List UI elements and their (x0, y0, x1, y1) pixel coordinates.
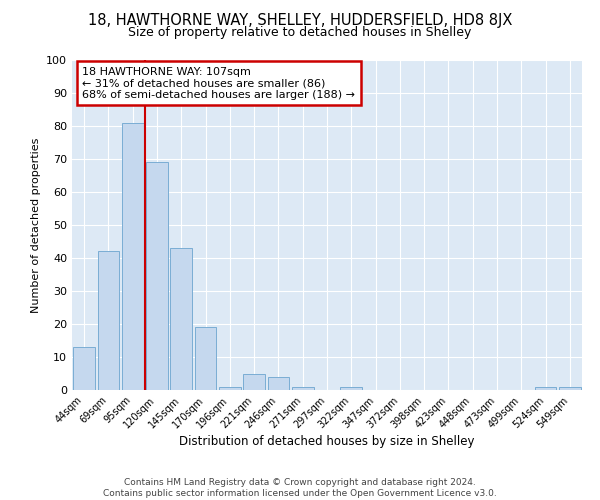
Text: Size of property relative to detached houses in Shelley: Size of property relative to detached ho… (128, 26, 472, 39)
Bar (340, 386, 362, 390)
Bar (219, 386, 241, 390)
Text: 18 HAWTHORNE WAY: 107sqm
← 31% of detached houses are smaller (86)
68% of semi-d: 18 HAWTHORNE WAY: 107sqm ← 31% of detach… (82, 66, 355, 100)
Bar (243, 374, 265, 390)
Bar (535, 386, 556, 390)
Bar (122, 122, 143, 390)
Bar (97, 252, 119, 390)
Text: 18, HAWTHORNE WAY, SHELLEY, HUDDERSFIELD, HD8 8JX: 18, HAWTHORNE WAY, SHELLEY, HUDDERSFIELD… (88, 12, 512, 28)
Bar (194, 328, 217, 390)
Bar (170, 248, 192, 390)
Bar (292, 386, 314, 390)
X-axis label: Distribution of detached houses by size in Shelley: Distribution of detached houses by size … (179, 436, 475, 448)
Bar (559, 386, 581, 390)
Bar (146, 162, 168, 390)
Bar (268, 377, 289, 390)
Bar (73, 347, 95, 390)
Y-axis label: Number of detached properties: Number of detached properties (31, 138, 41, 312)
Text: Contains HM Land Registry data © Crown copyright and database right 2024.
Contai: Contains HM Land Registry data © Crown c… (103, 478, 497, 498)
